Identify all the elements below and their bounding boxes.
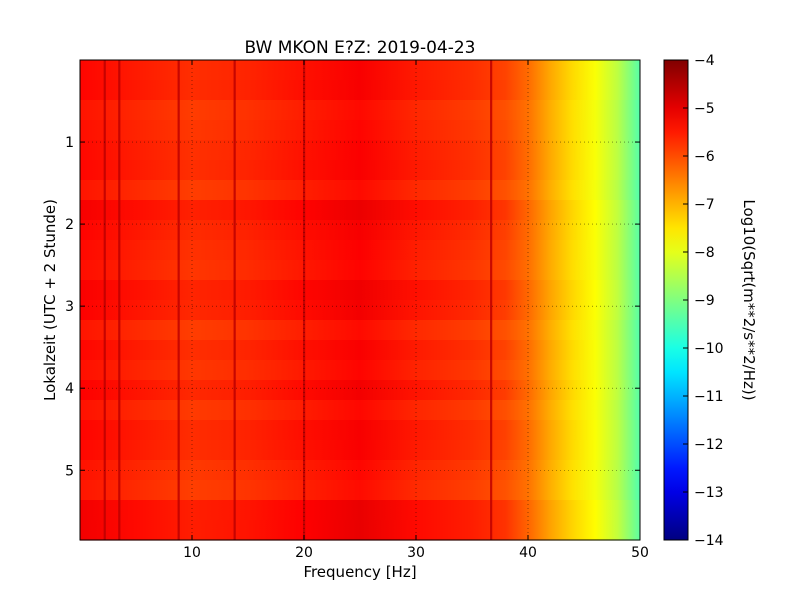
y-tick-label: 3 [65, 299, 74, 315]
heatmap-row [80, 120, 640, 141]
x-tick-label: 10 [183, 545, 201, 561]
spectral-line [490, 60, 493, 540]
heatmap-row [80, 360, 640, 381]
heatmap-row [80, 260, 640, 281]
heatmap-row [80, 160, 640, 181]
spectral-line [118, 60, 121, 540]
colorbar-tick-label: −11 [694, 389, 724, 405]
colorbar-tick-label: −7 [694, 197, 715, 213]
chart-title: BW MKON E?Z: 2019-04-23 [245, 38, 476, 58]
x-axis: 10 20 30 40 50 [183, 60, 649, 561]
heatmap-row [80, 340, 640, 361]
heatmap-row [80, 100, 640, 121]
spectral-line [103, 60, 106, 540]
heatmap [80, 60, 640, 541]
heatmap-row [80, 80, 640, 101]
spectral-line [233, 60, 236, 540]
colorbar-tick-label: −6 [694, 149, 715, 165]
y-axis: 1 2 3 4 5 [65, 135, 640, 479]
heatmap-row [80, 220, 640, 241]
colorbar: −4 −5 −6 −7 −8 −9 −10 −11 −12 −13 −14 [663, 53, 724, 549]
heatmap-row [80, 420, 640, 441]
heatmap-row [80, 400, 640, 421]
heatmap-row [80, 300, 640, 321]
y-tick-label: 2 [65, 217, 74, 233]
heatmap-row [80, 440, 640, 461]
colorbar-tick-label: −5 [694, 101, 715, 117]
heatmap-row [80, 480, 640, 501]
colorbar-tick-label: −9 [694, 293, 715, 309]
y-tick-label: 5 [65, 463, 74, 479]
plot-frame [79, 59, 641, 541]
y-axis-label: Lokalzeit (UTC + 2 Stunde) [41, 199, 59, 401]
heatmap-row [80, 240, 640, 261]
heatmap-row [80, 200, 640, 221]
x-tick-label: 20 [295, 545, 313, 561]
colorbar-tick-label: −13 [694, 485, 724, 501]
heatmap-row [80, 180, 640, 201]
x-tick-label: 40 [519, 545, 537, 561]
y-tick-label: 1 [65, 135, 74, 151]
heatmap-row [80, 500, 640, 521]
grid-lines [80, 60, 640, 540]
heatmap-row [80, 520, 640, 541]
colorbar-tick-label: −4 [694, 53, 715, 69]
colorbar-label: Log10(Sqrt(m**2/s**2/Hz)) [740, 199, 758, 400]
spectral-line [177, 60, 180, 540]
x-tick-label: 50 [631, 545, 649, 561]
colorbar-tick-label: −14 [694, 533, 724, 549]
heatmap-row [80, 140, 640, 161]
colorbar-tick-label: −10 [694, 341, 724, 357]
colorbar-tick-label: −8 [694, 245, 715, 261]
y-tick-label: 4 [65, 381, 74, 397]
heatmap-row [80, 320, 640, 341]
colorbar-tick-label: −12 [694, 437, 724, 453]
heatmap-row [80, 280, 640, 301]
x-tick-label: 30 [407, 545, 425, 561]
x-axis-label: Frequency [Hz] [303, 563, 416, 581]
heatmap-row [80, 380, 640, 401]
heatmap-row [80, 60, 640, 81]
